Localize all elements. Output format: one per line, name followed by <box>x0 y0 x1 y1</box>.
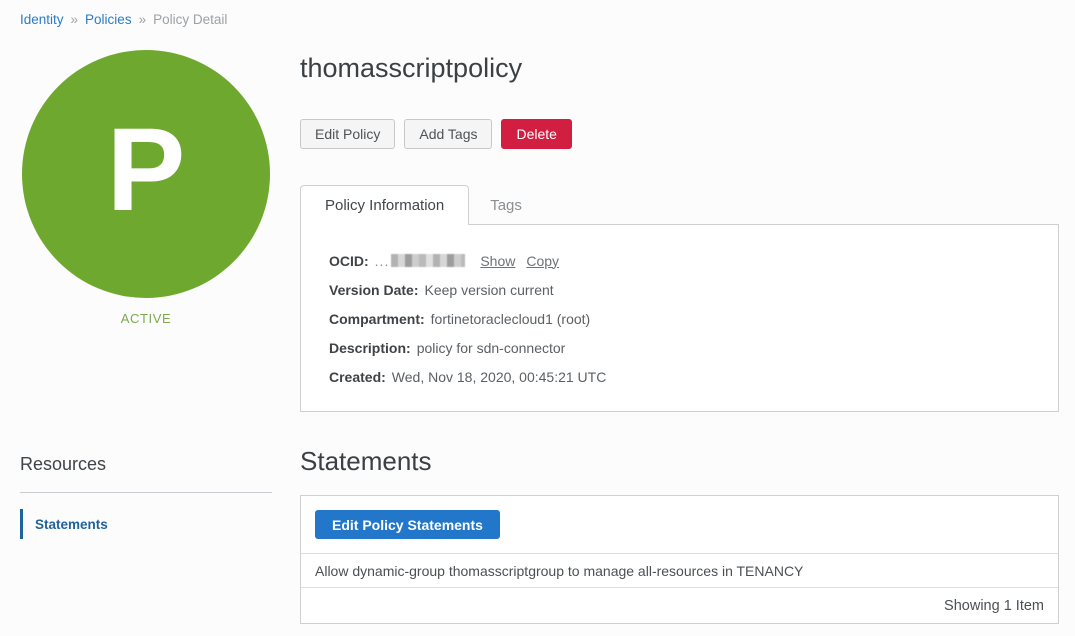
ocid-copy-link[interactable]: Copy <box>526 252 560 269</box>
ocid-label: OCID: <box>329 252 369 269</box>
breadcrumb: Identity » Policies » Policy Detail <box>20 12 227 27</box>
tab-tags[interactable]: Tags <box>490 196 522 214</box>
field-value: fortinetoraclecloud1 (root) <box>430 310 591 327</box>
status-badge: ACTIVE <box>120 311 172 326</box>
item-count: Showing 1 Item <box>944 597 1044 614</box>
page-title: thomasscriptpolicy <box>300 53 523 83</box>
field-description: Description: policy for sdn-connector <box>329 333 1030 362</box>
ocid-prefix: ... <box>374 252 390 269</box>
statements-card: Edit Policy Statements Allow dynamic-gro… <box>300 495 1059 624</box>
resources-heading: Resources <box>20 454 107 474</box>
breadcrumb-current: Policy Detail <box>153 12 228 27</box>
field-label: Created: <box>329 368 386 385</box>
field-value: policy for sdn-connector <box>416 339 566 356</box>
field-created: Created: Wed, Nov 18, 2020, 00:45:21 UTC <box>329 362 1030 391</box>
statements-footer: Showing 1 Item <box>301 588 1058 623</box>
ocid-show-link[interactable]: Show <box>480 252 516 269</box>
breadcrumb-identity[interactable]: Identity <box>20 12 64 27</box>
field-value: Keep version current <box>424 281 554 298</box>
field-label: Version Date: <box>329 281 419 298</box>
sidebar-item-statements[interactable]: Statements <box>20 509 272 539</box>
edit-policy-button[interactable]: Edit Policy <box>300 119 396 149</box>
ocid-redacted-value <box>391 254 466 267</box>
delete-button[interactable]: Delete <box>501 119 572 149</box>
main-content: thomasscriptpolicy Edit Policy Add Tags … <box>300 52 1059 624</box>
policy-information-panel: OCID: ... Show Copy Version Date: Keep v… <box>300 224 1059 412</box>
add-tags-button[interactable]: Add Tags <box>404 119 493 149</box>
field-ocid: OCID: ... Show Copy <box>329 246 1030 275</box>
statement-row: Allow dynamic-group thomasscriptgroup to… <box>301 554 1058 588</box>
left-sidebar: P ACTIVE Resources Statements <box>20 50 272 539</box>
resources-divider <box>20 492 272 493</box>
sidebar-item-label: Statements <box>35 516 108 532</box>
statements-heading: Statements <box>300 446 432 476</box>
edit-policy-statements-button[interactable]: Edit Policy Statements <box>315 510 500 539</box>
tab-policy-information[interactable]: Policy Information <box>300 185 470 225</box>
field-value: Wed, Nov 18, 2020, 00:45:21 UTC <box>391 368 607 385</box>
field-version-date: Version Date: Keep version current <box>329 275 1030 304</box>
policy-avatar: P <box>22 50 270 298</box>
breadcrumb-separator: » <box>138 12 147 27</box>
statement-text: Allow dynamic-group thomasscriptgroup to… <box>315 562 804 579</box>
breadcrumb-policies[interactable]: Policies <box>85 12 132 27</box>
field-label: Compartment: <box>329 310 425 327</box>
action-buttons: Edit Policy Add Tags Delete <box>300 119 1059 149</box>
tab-bar: Policy Information Tags <box>300 185 1059 225</box>
field-compartment: Compartment: fortinetoraclecloud1 (root) <box>329 304 1030 333</box>
field-label: Description: <box>329 339 411 356</box>
resources-section: Resources Statements <box>20 454 272 539</box>
avatar-letter: P <box>106 104 186 236</box>
breadcrumb-separator: » <box>70 12 79 27</box>
statements-toolbar: Edit Policy Statements <box>301 496 1058 554</box>
